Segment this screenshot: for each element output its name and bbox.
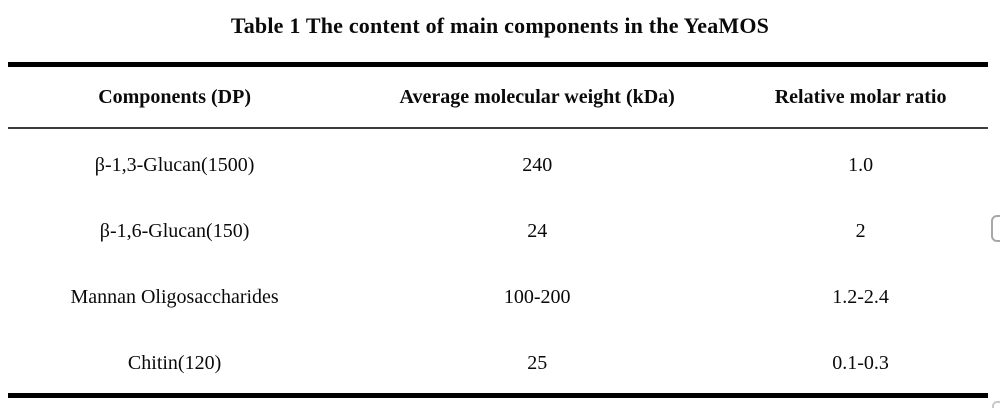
column-header-molecular-weight: Average molecular weight (kDa): [399, 85, 675, 108]
right-edge-widget-fragment[interactable]: [991, 215, 1000, 242]
cell-component: Mannan Oligosaccharides: [70, 285, 279, 308]
table-caption: Table 1 The content of main components i…: [230, 13, 770, 38]
cell-molar-ratio: 2: [855, 219, 866, 242]
cell-molecular-weight: 100-200: [503, 285, 571, 308]
table-row: Mannan Oligosaccharides 100-200 1.2-2.4: [8, 261, 988, 327]
cell-molecular-weight: 240: [522, 153, 553, 176]
cell-molar-ratio: 1.0: [848, 153, 874, 176]
table-header-row: Components (DP) Average molecular weight…: [8, 67, 988, 129]
table-row: β-1,6-Glucan(150) 24 2: [8, 195, 988, 261]
bottom-right-widget-fragment: [992, 401, 1000, 408]
cell-component: Chitin(120): [127, 351, 222, 374]
components-table: Components (DP) Average molecular weight…: [8, 62, 988, 398]
cell-molecular-weight: 25: [527, 351, 548, 374]
cell-component: β-1,6-Glucan(150): [99, 219, 250, 242]
column-header-components: Components (DP): [98, 85, 251, 108]
table-row: Chitin(120) 25 0.1-0.3: [8, 327, 988, 393]
column-header-molar-ratio: Relative molar ratio: [774, 85, 947, 108]
cell-molar-ratio: 1.2-2.4: [832, 285, 889, 308]
cell-component: β-1,3-Glucan(1500): [94, 153, 255, 176]
table-row: β-1,3-Glucan(1500) 240 1.0: [8, 129, 988, 195]
cell-molar-ratio: 0.1-0.3: [832, 351, 889, 374]
cell-molecular-weight: 24: [527, 219, 548, 242]
